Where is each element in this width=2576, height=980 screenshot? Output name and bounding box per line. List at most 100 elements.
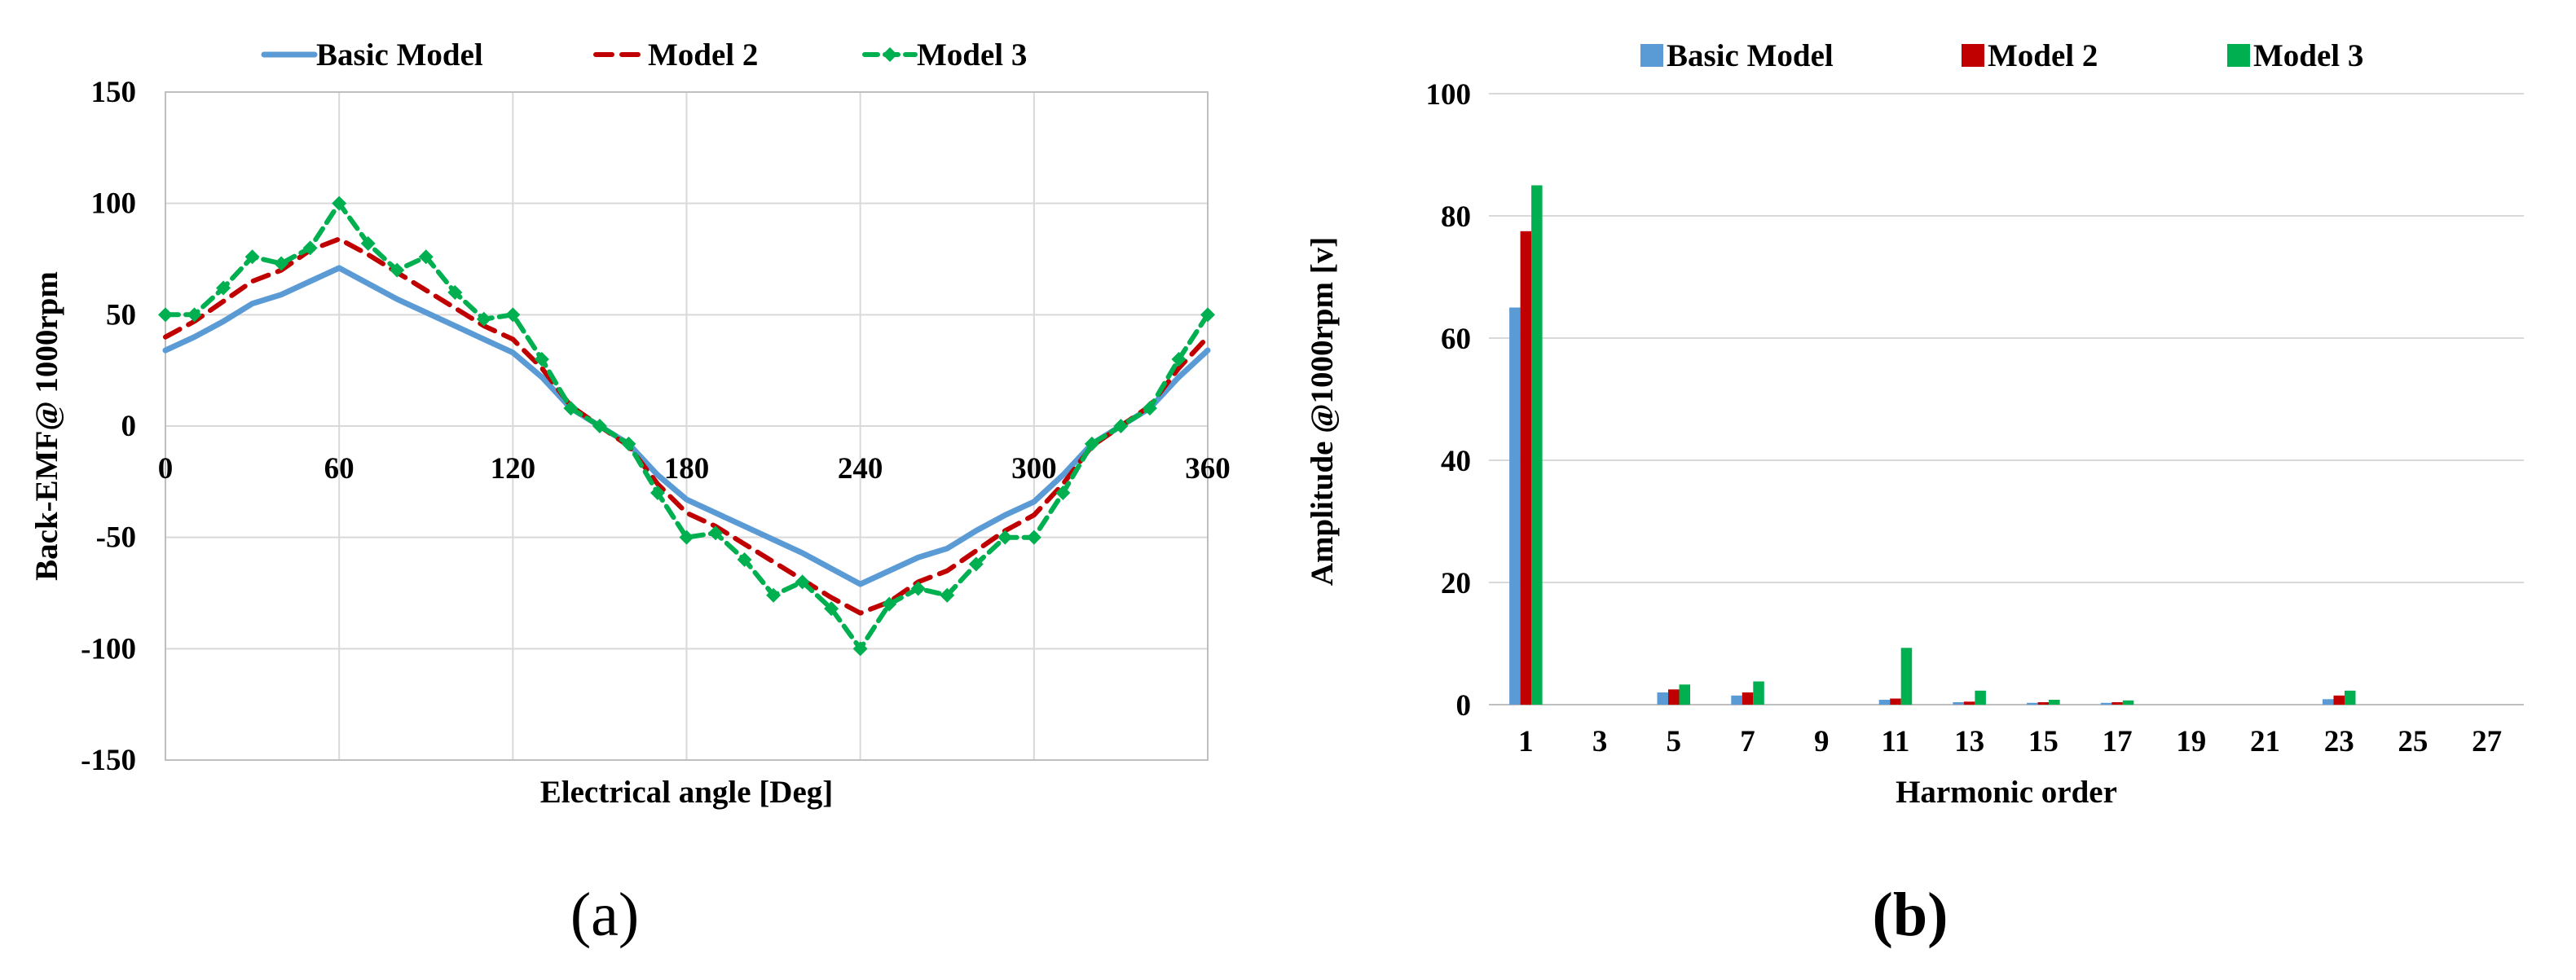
plot-area-border: [165, 91, 1209, 761]
x-tick-label: 27: [2472, 725, 2502, 758]
y-axis-title: Amplitude @1000rpm [v]: [1305, 237, 1340, 586]
y-tick-label: 100: [1426, 78, 1472, 112]
x-tick-label: 240: [838, 452, 883, 486]
data-point-marker: [621, 436, 636, 451]
bar-model-3: [1900, 648, 1913, 705]
bar-model-2: [1668, 689, 1680, 705]
bar-model-2: [2111, 702, 2123, 705]
data-point-marker: [505, 307, 521, 323]
data-point-marker: [1084, 436, 1099, 451]
bar-basic-model: [1731, 695, 1742, 705]
data-point-marker: [244, 249, 260, 265]
data-point-marker: [852, 641, 868, 657]
bar-model-3: [1975, 690, 1986, 705]
x-tick-label: 120: [491, 452, 536, 486]
data-point-marker: [592, 419, 607, 433]
y-tick-label: 0: [121, 410, 137, 443]
y-tick-label: 80: [1441, 200, 1471, 234]
x-tick-label: 15: [2028, 725, 2059, 758]
data-point-marker: [1113, 419, 1129, 433]
data-point-marker: [824, 601, 839, 617]
legend-label: Model 2: [1988, 38, 2098, 73]
data-point-marker: [997, 530, 1013, 545]
data-point-marker: [187, 307, 202, 323]
x-tick-label: 11: [1881, 725, 1909, 758]
bar-model-3: [2122, 700, 2134, 705]
y-tick-label: 50: [106, 298, 136, 332]
data-point-marker: [882, 596, 897, 612]
bar-model-3: [2049, 700, 2060, 705]
legend-swatch: [1640, 44, 1663, 67]
y-tick-label: -50: [96, 521, 136, 555]
y-tick-label: -100: [81, 632, 136, 666]
data-point-marker: [158, 307, 173, 323]
x-tick-label: 360: [1185, 452, 1231, 486]
data-point-marker: [1171, 352, 1187, 367]
data-point-marker: [940, 587, 955, 603]
x-tick-label: 5: [1667, 725, 1682, 758]
legend-label: Basic Model: [316, 37, 483, 73]
data-point-marker: [679, 530, 694, 545]
bar-model-2: [1890, 698, 1901, 705]
bar-model-3: [1679, 684, 1690, 705]
bar-model-2: [2333, 695, 2345, 705]
x-tick-label: 7: [1740, 725, 1755, 758]
x-tick-label: 60: [324, 452, 354, 486]
x-axis-title: Electrical angle [Deg]: [540, 775, 834, 810]
data-point-marker: [563, 401, 579, 416]
x-tick-label: 19: [2176, 725, 2206, 758]
data-point-marker: [737, 552, 752, 567]
x-axis-title: Harmonic order: [1896, 775, 2117, 810]
bar-basic-model: [2323, 699, 2334, 705]
data-point-marker: [708, 525, 724, 541]
chart-a: 150 100 50 0 -50 -100 -150 0 60 120 180 240 300 360 El…: [29, 37, 1231, 949]
data-point-marker: [650, 486, 665, 500]
series-line-model-2: [163, 236, 1210, 616]
bar-basic-model: [1953, 702, 1964, 705]
data-point-marker: [418, 249, 434, 265]
data-point-marker: [910, 581, 926, 596]
y-tick-label: 0: [1456, 689, 1472, 723]
x-tick-label: 9: [1814, 725, 1830, 758]
x-tick-label: 21: [2250, 725, 2280, 758]
y-tick-label: 60: [1441, 323, 1471, 356]
data-point-marker: [274, 256, 289, 271]
data-point-marker: [1055, 486, 1071, 500]
legend-marker: [883, 47, 897, 62]
x-tick-label: 13: [1954, 725, 1984, 758]
data-point-marker: [968, 556, 984, 572]
legend-label: Model 3: [917, 37, 1027, 73]
legend-label: Basic Model: [1667, 38, 1834, 73]
bar-basic-model: [2100, 702, 2112, 705]
data-point-marker: [302, 240, 318, 256]
data-point-marker: [360, 235, 376, 251]
bar-model-2: [1742, 692, 1754, 705]
legend-label: Model 3: [2253, 38, 2363, 73]
x-tick-label: 3: [1592, 725, 1608, 758]
data-point-marker: [332, 196, 347, 211]
bar-basic-model: [2027, 702, 2038, 705]
data-point-marker: [795, 574, 810, 590]
x-tick-label: 180: [664, 452, 710, 486]
bar-basic-model: [1509, 307, 1521, 705]
data-point-marker: [1026, 530, 1041, 545]
bar-basic-model: [1878, 700, 1891, 705]
bar-model-2: [1520, 231, 1532, 705]
y-tick-label: 100: [91, 187, 137, 221]
y-tick-label: 40: [1441, 445, 1471, 478]
data-point-marker: [1200, 307, 1215, 323]
data-point-marker: [447, 285, 463, 300]
legend-swatch: [2227, 44, 2250, 67]
x-tick-label: 17: [2103, 725, 2133, 758]
data-point-marker: [390, 262, 405, 278]
x-tick-label: 23: [2324, 725, 2354, 758]
y-tick-label: 150: [91, 76, 137, 109]
x-tick-label: 1: [1518, 725, 1534, 758]
x-tick-label: 25: [2398, 725, 2428, 758]
data-point-marker: [534, 352, 549, 367]
y-tick-label: -150: [81, 744, 136, 777]
data-point-marker: [766, 587, 782, 603]
bar-model-3: [1753, 681, 1764, 705]
